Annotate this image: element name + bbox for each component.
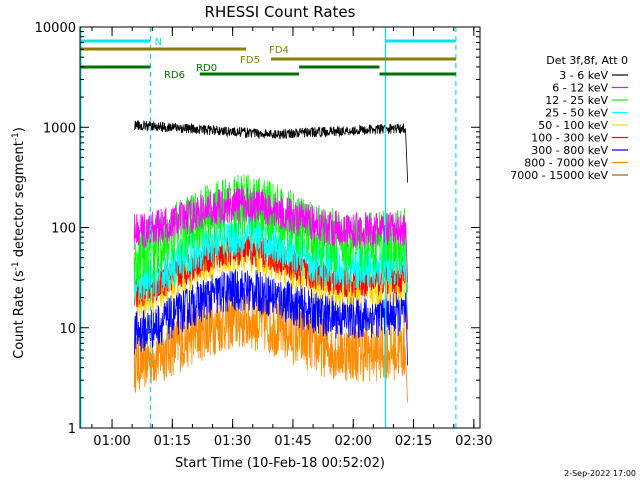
- state-segment-label-4: RD0: [196, 63, 217, 74]
- x-tick-label: 01:45: [274, 434, 311, 449]
- y-tick-label: 100: [51, 222, 76, 237]
- series-line-2: [133, 174, 409, 293]
- legend-entry-2: 12 - 25 keV: [545, 94, 608, 107]
- legend-entry-6: 300 - 800 keV: [531, 144, 608, 157]
- chart-title: RHESSI Count Rates: [205, 3, 356, 21]
- y-tick-label: 10: [59, 322, 76, 337]
- state-segments: N FD4 FD5 RD0 RD6: [80, 37, 456, 81]
- legend-entry-7: 800 - 7000 keV: [524, 157, 608, 170]
- x-tick-label: 02:00: [335, 434, 372, 449]
- x-tick-label: 01:00: [93, 434, 130, 449]
- date-stamp: 2-Sep-2022 17:00: [564, 469, 636, 478]
- ticks: 1 10 100 1000 10000 01:00 01:15 01:30 01:45 02:00…: [35, 21, 493, 449]
- x-axis-label: Start Time (10-Feb-18 00:52:02): [175, 456, 385, 471]
- state-segment-label-2: FD4: [269, 45, 289, 56]
- series-line-7: [133, 291, 409, 403]
- x-tick-label: 01:30: [214, 434, 251, 449]
- state-segment-label-0: N: [155, 37, 162, 48]
- legend-entry-5: 100 - 300 keV: [531, 132, 608, 145]
- legend-entry-1: 6 - 12 keV: [552, 82, 608, 95]
- state-segment-label-6: RD6: [164, 70, 185, 81]
- legend-entry-8: 7000 - 15000 keV: [510, 169, 608, 182]
- y-tick-label: 10000: [35, 21, 76, 36]
- x-tick-label: 02:15: [395, 434, 432, 449]
- series-line-6: [133, 268, 409, 366]
- x-tick-label: 02:30: [455, 434, 492, 449]
- legend-entry-4: 50 - 100 keV: [538, 119, 608, 132]
- series-line-0: [133, 120, 409, 183]
- y-tick-label: 1: [68, 422, 76, 437]
- series-line-3: [133, 213, 409, 315]
- x-tick-label: 01:15: [154, 434, 191, 449]
- state-segment-label-3: FD5: [240, 55, 260, 66]
- y-tick-label: 1000: [43, 121, 76, 136]
- legend-title: Det 3f,8f, Att 0: [546, 54, 628, 67]
- series-line-1: [133, 186, 409, 283]
- legend-entry-0: 3 - 6 keV: [559, 69, 608, 82]
- vertical-markers: [80, 27, 457, 428]
- series-layer: [133, 120, 409, 403]
- y-axis-label: Count Rate (s-1 detector segment-1): [11, 127, 27, 359]
- legend-entry-3: 25 - 50 keV: [545, 107, 608, 120]
